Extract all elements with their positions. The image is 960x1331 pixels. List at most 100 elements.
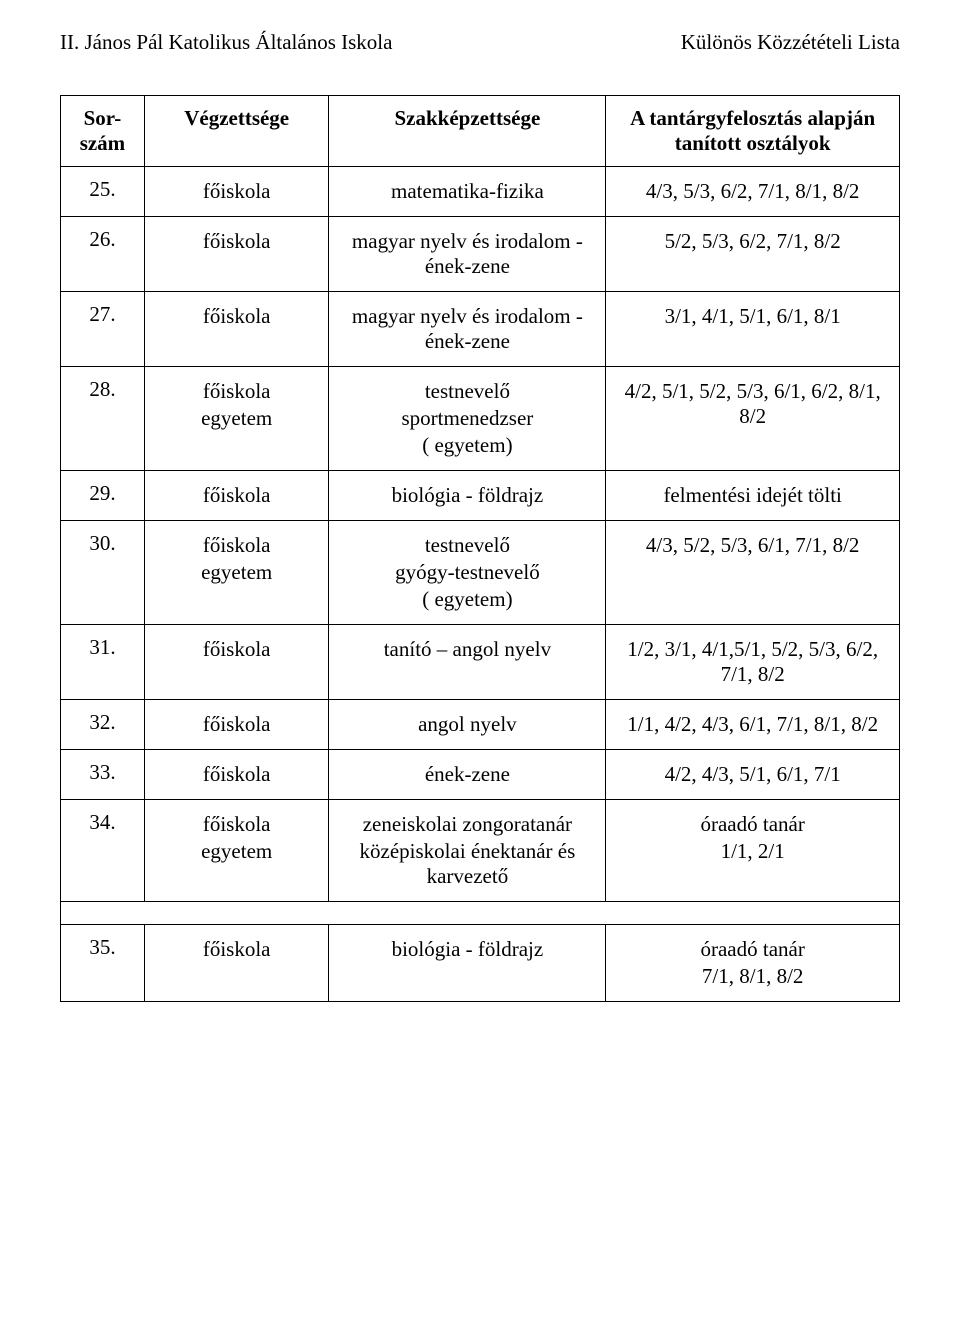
cell-line: ( egyetem) [337,587,597,612]
cell-line: főiskola [153,179,321,204]
table-row: 32. főiskola angol nyelv 1/1, 4/2, 4/3, 6/1… [61,700,900,750]
cell-line: biológia - földrajz [337,483,597,508]
cell-veg: főiskola [144,700,329,750]
cell-line: ( egyetem) [337,433,597,458]
cell-line: 7/1, 8/1, 8/2 [614,964,891,989]
table-row: 25. főiskola matematika-fizika 4/3, 5/3, 6/… [61,167,900,217]
cell-szak: biológia - földrajz [329,471,606,521]
table-row: 34.főiskolaegyetemzeneiskolai zongoratan… [61,800,900,902]
table-row: 27. főiskola magyar nyelv és irodalom - én… [61,292,900,367]
cell-line: főiskola [153,712,321,737]
table-header-row: Sor-szám Végzettsége Szakképzettsége A t… [61,96,900,167]
cell-veg: főiskola [144,292,329,367]
cell-line: főiskola [153,304,321,329]
cell-veg: főiskola [144,167,329,217]
cell-line: testnevelő [337,533,597,558]
cell-line: középiskolai énektanár és karvezető [337,839,597,889]
th-num: Sor-szám [61,96,145,167]
cell-line: magyar nyelv és irodalom - ének-zene [337,304,597,354]
cell-num: 26. [61,217,145,292]
cell-num: 27. [61,292,145,367]
cell-num: 31. [61,625,145,700]
cell-veg: főiskolaegyetem [144,800,329,902]
cell-szak: tanító – angol nyelv [329,625,606,700]
cell-line: angol nyelv [337,712,597,737]
cell-line: főiskola [153,379,321,404]
cell-line: főiskola [153,812,321,837]
cell-veg: főiskola [144,925,329,1002]
cell-line: tanító – angol nyelv [337,637,597,662]
cell-veg: főiskola [144,750,329,800]
cell-num: 34. [61,800,145,902]
table-row: 28.főiskolaegyetemtestnevelősportmenedzs… [61,367,900,471]
cell-num: 25. [61,167,145,217]
cell-line: főiskola [153,229,321,254]
cell-tan: óraadó tanár1/1, 2/1 [606,800,900,902]
cell-line: egyetem [153,406,321,431]
cell-szak: testnevelősportmenedzser( egyetem) [329,367,606,471]
cell-tan: óraadó tanár7/1, 8/1, 8/2 [606,925,900,1002]
cell-num: 28. [61,367,145,471]
cell-veg: főiskolaegyetem [144,367,329,471]
cell-line: magyar nyelv és irodalom - ének-zene [337,229,597,279]
cell-line: főiskola [153,533,321,558]
cell-line: gyógy-testnevelő [337,560,597,585]
cell-line: biológia - földrajz [337,937,597,962]
cell-line: 1/1, 4/2, 4/3, 6/1, 7/1, 8/1, 8/2 [614,712,891,737]
cell-line: sportmenedzser [337,406,597,431]
cell-line: 4/2, 5/1, 5/2, 5/3, 6/1, 6/2, 8/1, 8/2 [614,379,891,429]
cell-line: egyetem [153,839,321,864]
table-row: 30.főiskolaegyetemtestnevelőgyógy-testne… [61,521,900,625]
cell-line: óraadó tanár [614,812,891,837]
cell-line: főiskola [153,637,321,662]
cell-line: testnevelő [337,379,597,404]
cell-line: egyetem [153,560,321,585]
cell-line: főiskola [153,762,321,787]
cell-szak: biológia - földrajz [329,925,606,1002]
staff-table: Sor-szám Végzettsége Szakképzettsége A t… [60,95,900,1002]
cell-line: óraadó tanár [614,937,891,962]
cell-line: ének-zene [337,762,597,787]
th-tan: A tantárgyfelosztás alapján tanított osz… [606,96,900,167]
table-row: 26. főiskola magyar nyelv és irodalom - én… [61,217,900,292]
cell-line: 4/2, 4/3, 5/1, 6/1, 7/1 [614,762,891,787]
cell-line: 3/1, 4/1, 5/1, 6/1, 8/1 [614,304,891,329]
cell-szak: ének-zene [329,750,606,800]
cell-tan: felmentési idejét tölti [606,471,900,521]
th-szak: Szakképzettsége [329,96,606,167]
table-row: 35. főiskola biológia - földrajz óraadó tan… [61,925,900,1002]
cell-szak: zeneiskolai zongoratanárközépiskolai éne… [329,800,606,902]
cell-tan: 3/1, 4/1, 5/1, 6/1, 8/1 [606,292,900,367]
table-row: 33. főiskola ének-zene 4/2, 4/3, 5/1, 6/1, … [61,750,900,800]
cell-line: matematika-fizika [337,179,597,204]
cell-veg: főiskolaegyetem [144,521,329,625]
header-left: II. János Pál Katolikus Általános Iskola [60,30,392,55]
cell-tan: 4/3, 5/2, 5/3, 6/1, 7/1, 8/2 [606,521,900,625]
cell-line: 4/3, 5/2, 5/3, 6/1, 7/1, 8/2 [614,533,891,558]
cell-num: 35. [61,925,145,1002]
cell-num: 29. [61,471,145,521]
header-right: Különös Közzétételi Lista [681,30,900,55]
cell-szak: magyar nyelv és irodalom - ének-zene [329,217,606,292]
cell-line: 4/3, 5/3, 6/2, 7/1, 8/1, 8/2 [614,179,891,204]
cell-veg: főiskola [144,217,329,292]
cell-szak: matematika-fizika [329,167,606,217]
cell-szak: testnevelőgyógy-testnevelő( egyetem) [329,521,606,625]
cell-tan: 4/2, 4/3, 5/1, 6/1, 7/1 [606,750,900,800]
cell-tan: 1/1, 4/2, 4/3, 6/1, 7/1, 8/1, 8/2 [606,700,900,750]
cell-tan: 5/2, 5/3, 6/2, 7/1, 8/2 [606,217,900,292]
cell-line: főiskola [153,483,321,508]
cell-line: 1/1, 2/1 [614,839,891,864]
cell-line: zeneiskolai zongoratanár [337,812,597,837]
cell-line: 1/2, 3/1, 4/1,5/1, 5/2, 5/3, 6/2, 7/1, 8… [614,637,891,687]
cell-szak: angol nyelv [329,700,606,750]
cell-num: 30. [61,521,145,625]
cell-num: 33. [61,750,145,800]
cell-line: 5/2, 5/3, 6/2, 7/1, 8/2 [614,229,891,254]
cell-szak: magyar nyelv és irodalom - ének-zene [329,292,606,367]
cell-num: 32. [61,700,145,750]
cell-line: főiskola [153,937,321,962]
cell-tan: 4/3, 5/3, 6/2, 7/1, 8/1, 8/2 [606,167,900,217]
table-row: 31. főiskola tanító – angol nyelv 1/2, 3/1,… [61,625,900,700]
cell-tan: 1/2, 3/1, 4/1,5/1, 5/2, 5/3, 6/2, 7/1, 8… [606,625,900,700]
